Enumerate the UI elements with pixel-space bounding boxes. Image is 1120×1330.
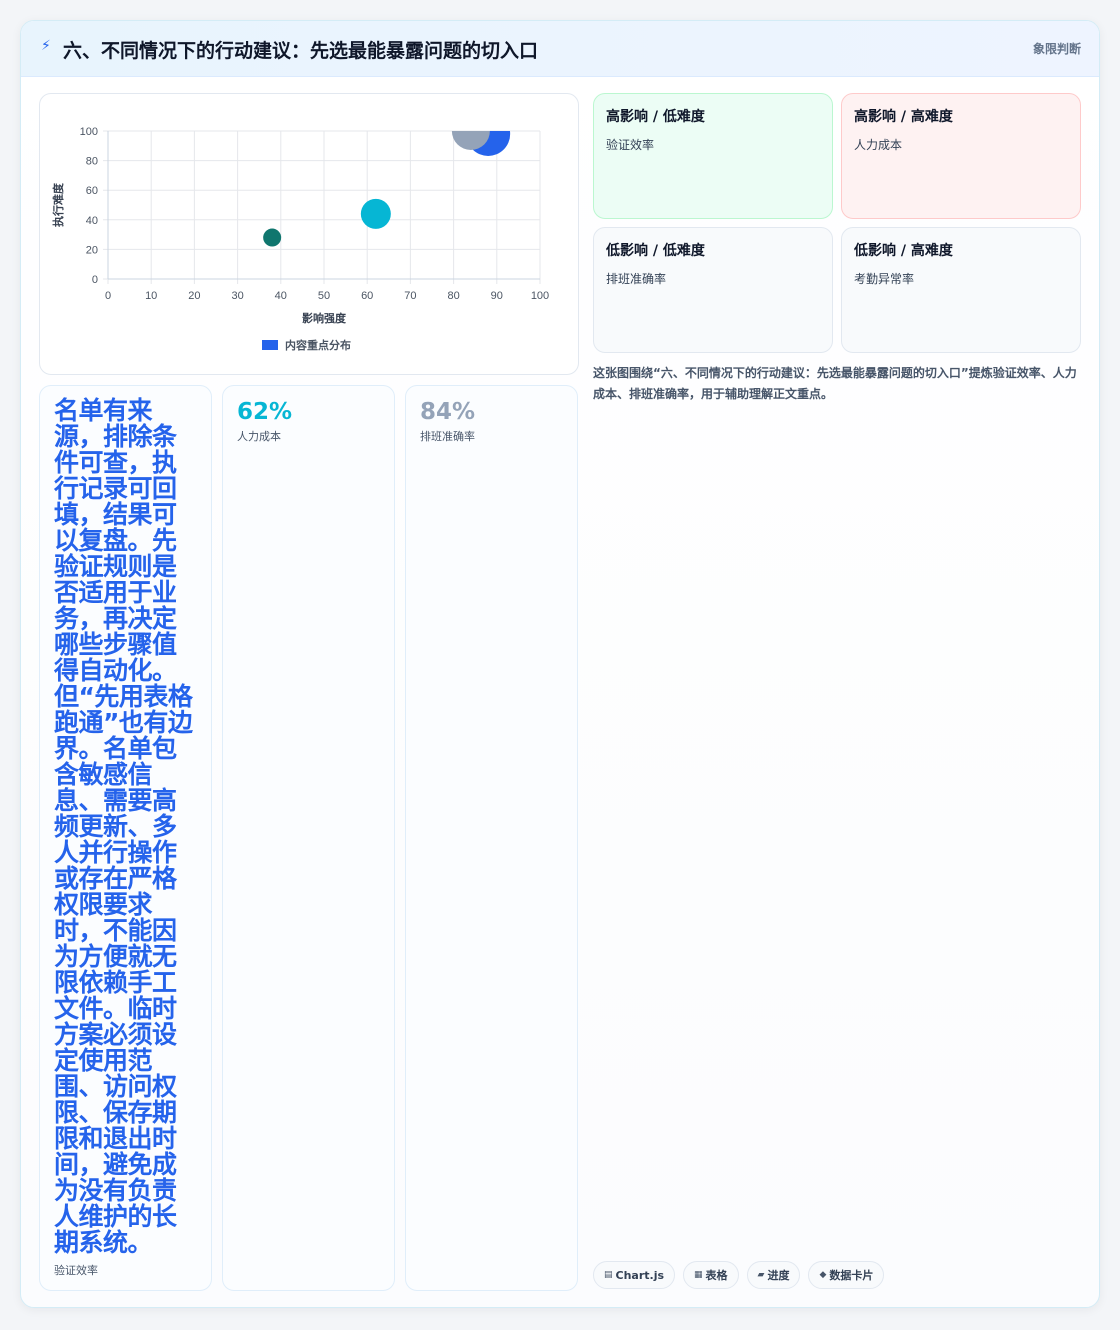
x-tick-label: 40 — [275, 290, 287, 302]
text-card-label: 验证效率 — [54, 1264, 98, 1277]
x-tick-label: 20 — [188, 290, 200, 302]
table-icon: ▦ — [694, 1270, 703, 1280]
quadrant-item: 考勤异常率 — [854, 272, 915, 286]
y-tick-label: 0 — [92, 274, 98, 286]
header-tag: 象限判断 — [1032, 42, 1081, 56]
chart-icon: ▤ — [604, 1270, 613, 1280]
progress-icon: ▰ — [757, 1270, 765, 1280]
text-card: 名单有来源，排除条件可查，执行记录可回填，结果可以复盘。先验证规则是否适用于业务… — [39, 385, 212, 1291]
quadrant-item: 人力成本 — [854, 138, 903, 152]
quadrant-item: 验证效率 — [606, 138, 655, 152]
page-title: 六、不同情况下的行动建议：先选最能暴露问题的切入口 — [63, 40, 539, 62]
quadrant-low-impact-high-difficulty: 低影响 / 高难度 考勤异常率 — [841, 227, 1081, 353]
chip-label: Chart.js — [615, 1268, 665, 1282]
chip-data-card[interactable]: ◆ 数据卡片 — [808, 1261, 885, 1289]
x-tick-label: 50 — [318, 290, 330, 302]
chart-caption: 这张图围绕“六、不同情况下的行动建议：先选最能暴露问题的切入口”提炼验证效率、人… — [593, 366, 1077, 401]
y-tick-label: 20 — [86, 244, 98, 256]
chip-progress[interactable]: ▰ 进度 — [746, 1261, 801, 1289]
chip-table[interactable]: ▦ 表格 — [683, 1261, 739, 1289]
y-tick-label: 40 — [86, 215, 98, 227]
quadrant-high-impact-low-difficulty: 高影响 / 低难度 验证效率 — [593, 93, 833, 219]
stat-label: 人力成本 — [237, 430, 281, 443]
quadrant-title: 低影响 / 低难度 — [606, 243, 705, 259]
x-tick-label: 90 — [491, 290, 503, 302]
stat-card-scheduling-accuracy: 84% 排班准确率 — [405, 385, 578, 1291]
data-point — [360, 198, 391, 229]
legend-swatch — [262, 340, 278, 350]
data-point — [451, 131, 490, 150]
stat-label: 排班准确率 — [420, 430, 475, 443]
data-point — [263, 228, 282, 247]
quadrant-title: 低影响 / 高难度 — [854, 243, 953, 259]
stat-card-labor-cost: 62% 人力成本 — [222, 385, 395, 1291]
quadrant-title: 高影响 / 高难度 — [854, 109, 953, 125]
bubble-chart: 0 10 20 30 40 50 60 70 80 90 100 0 20 40 60 80 100 影响强度 执行… — [51, 126, 549, 352]
chip-label: 进度 — [767, 1269, 790, 1282]
quadrant-item: 排班准确率 — [606, 272, 667, 286]
y-tick-label: 80 — [86, 156, 98, 168]
y-tick-label: 60 — [86, 185, 98, 197]
chip-label: 数据卡片 — [829, 1269, 874, 1282]
x-tick-label: 80 — [447, 290, 459, 302]
main-card: ⚡ 六、不同情况下的行动建议：先选最能暴露问题的切入口 象限判断 0 10 20 30… — [20, 20, 1100, 1308]
text-card-body: 名单有来源，排除条件可查，执行记录可回填，结果可以复盘。先验证规则是否适用于业务… — [54, 396, 193, 1257]
x-tick-label: 70 — [404, 290, 416, 302]
legend-label: 内容重点分布 — [285, 338, 351, 352]
x-tick-label: 10 — [145, 290, 157, 302]
chip-chartjs[interactable]: ▤ Chart.js — [593, 1261, 676, 1289]
x-tick-label: 30 — [231, 290, 243, 302]
quadrant-title: 高影响 / 低难度 — [606, 109, 705, 125]
tag-chips: ▤ Chart.js ▦ 表格 ▰ 进度 ◆ 数据卡片 — [593, 1261, 885, 1289]
lightning-icon: ⚡ — [41, 38, 51, 54]
x-tick-label: 0 — [105, 290, 111, 302]
quadrant-high-impact-high-difficulty: 高影响 / 高难度 人力成本 — [841, 93, 1081, 219]
stat-value: 62% — [237, 399, 293, 425]
x-tick-label: 100 — [531, 290, 549, 302]
card-icon: ◆ — [819, 1270, 827, 1280]
y-axis-title: 执行难度 — [51, 182, 65, 227]
x-tick-label: 60 — [361, 290, 373, 302]
y-tick-label: 100 — [80, 126, 98, 138]
stat-value: 84% — [420, 399, 476, 425]
chip-label: 表格 — [705, 1269, 728, 1282]
scatter-chart-panel: 0 10 20 30 40 50 60 70 80 90 100 0 20 40 60 80 100 影响强度 执行… — [39, 93, 579, 375]
card-header: ⚡ 六、不同情况下的行动建议：先选最能暴露问题的切入口 象限判断 — [21, 21, 1099, 77]
quadrant-low-impact-low-difficulty: 低影响 / 低难度 排班准确率 — [593, 227, 833, 353]
x-axis-title: 影响强度 — [302, 311, 347, 325]
